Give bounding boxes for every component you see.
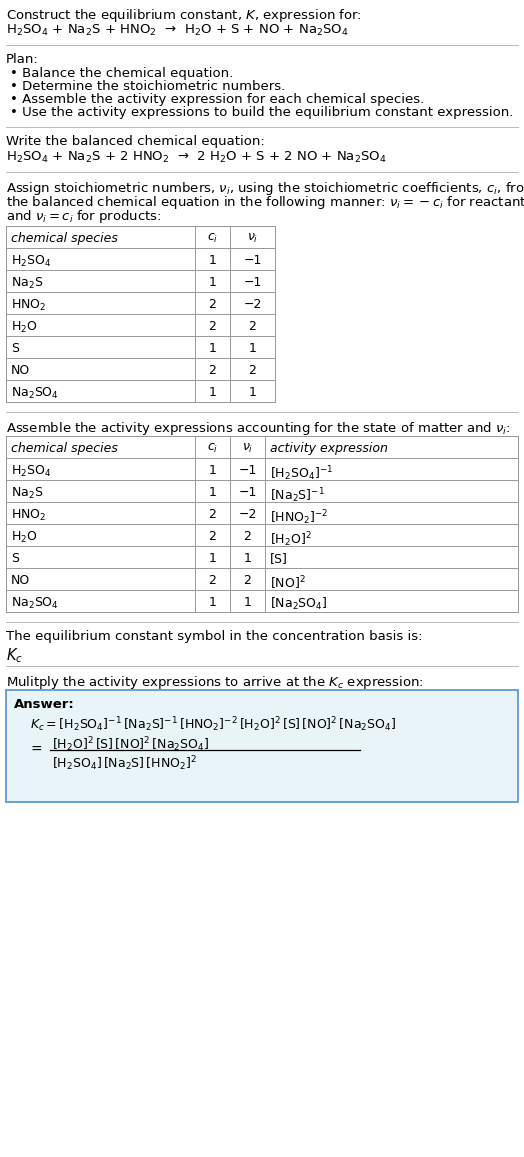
Text: the balanced chemical equation in the following manner: $\nu_i = -c_i$ for react: the balanced chemical equation in the fo… [6, 194, 524, 211]
Text: 2: 2 [209, 299, 216, 311]
Text: $\mathregular{Na_2SO_4}$: $\mathregular{Na_2SO_4}$ [11, 386, 59, 401]
Text: [S]: [S] [270, 552, 288, 565]
Text: −1: −1 [243, 277, 261, 289]
Text: $[\mathregular{Na_2S}]^{-1}$: $[\mathregular{Na_2S}]^{-1}$ [270, 486, 325, 504]
Text: activity expression: activity expression [270, 442, 388, 455]
Text: $[\mathregular{HNO_2}]^{-2}$: $[\mathregular{HNO_2}]^{-2}$ [270, 508, 329, 526]
Text: 1: 1 [209, 277, 216, 289]
Text: $\mathregular{Na_2S}$: $\mathregular{Na_2S}$ [11, 277, 43, 292]
Text: $\mathregular{H_2SO_4}$ + $\mathregular{Na_2S}$ + 2 $\mathregular{HNO_2}$  →  2 : $\mathregular{H_2SO_4}$ + $\mathregular{… [6, 150, 387, 165]
Text: $[\mathregular{Na_2SO_4}]$: $[\mathregular{Na_2SO_4}]$ [270, 596, 328, 612]
Text: −1: −1 [238, 464, 257, 477]
Text: $\mathregular{H_2O}$: $\mathregular{H_2O}$ [11, 320, 38, 336]
Text: The equilibrium constant symbol in the concentration basis is:: The equilibrium constant symbol in the c… [6, 631, 422, 643]
Text: 2: 2 [248, 320, 256, 333]
Text: NO: NO [11, 574, 30, 587]
Text: and $\nu_i = c_i$ for products:: and $\nu_i = c_i$ for products: [6, 208, 161, 224]
Text: 1: 1 [248, 342, 256, 355]
Text: 2: 2 [209, 320, 216, 333]
Text: Answer:: Answer: [14, 698, 75, 712]
Text: $c_i$: $c_i$ [207, 233, 218, 245]
Text: $\mathregular{Na_2SO_4}$: $\mathregular{Na_2SO_4}$ [11, 596, 59, 611]
Text: $\mathregular{Na_2S}$: $\mathregular{Na_2S}$ [11, 486, 43, 501]
Bar [6, 436, 518, 612]
Text: Write the balanced chemical equation:: Write the balanced chemical equation: [6, 135, 265, 148]
Text: $[\mathregular{H_2O}]^2$: $[\mathregular{H_2O}]^2$ [270, 530, 312, 548]
Text: Mulitply the activity expressions to arrive at the $K_c$ expression:: Mulitply the activity expressions to arr… [6, 675, 424, 691]
Text: $\mathregular{HNO_2}$: $\mathregular{HNO_2}$ [11, 299, 46, 314]
Text: $[\mathregular{H_2O}]^2\,[\mathregular{S}]\,[\mathregular{NO}]^2\,[\mathregular{: $[\mathregular{H_2O}]^2\,[\mathregular{S… [52, 735, 210, 753]
Text: Assign stoichiometric numbers, $\nu_i$, using the stoichiometric coefficients, $: Assign stoichiometric numbers, $\nu_i$, … [6, 180, 524, 197]
Text: $\nu_i$: $\nu_i$ [247, 233, 258, 245]
Text: • Determine the stoichiometric numbers.: • Determine the stoichiometric numbers. [10, 80, 285, 93]
Text: • Use the activity expressions to build the equilibrium constant expression.: • Use the activity expressions to build … [10, 106, 514, 119]
Text: chemical species: chemical species [11, 233, 118, 245]
Text: −1: −1 [238, 486, 257, 499]
Text: 1: 1 [209, 464, 216, 477]
FancyBboxPatch shape [6, 690, 518, 802]
Text: 2: 2 [248, 364, 256, 377]
Text: 1: 1 [209, 552, 216, 565]
Text: 1: 1 [209, 255, 216, 267]
Text: 2: 2 [209, 508, 216, 521]
Text: −1: −1 [243, 255, 261, 267]
Text: $[\mathregular{NO}]^2$: $[\mathregular{NO}]^2$ [270, 574, 305, 591]
Text: =: = [30, 743, 41, 757]
Text: 2: 2 [244, 574, 252, 587]
Text: 1: 1 [209, 596, 216, 609]
Text: 2: 2 [209, 530, 216, 543]
Text: $c_i$: $c_i$ [207, 442, 218, 455]
Text: 1: 1 [244, 596, 252, 609]
Text: 1: 1 [248, 386, 256, 399]
Text: −2: −2 [238, 508, 257, 521]
Text: 2: 2 [209, 574, 216, 587]
Text: 1: 1 [209, 386, 216, 399]
Text: $\mathregular{H_2SO_4}$: $\mathregular{H_2SO_4}$ [11, 464, 51, 479]
Text: $\mathregular{H_2SO_4}$: $\mathregular{H_2SO_4}$ [11, 255, 51, 270]
Text: $K_c$: $K_c$ [6, 646, 23, 665]
Text: 2: 2 [209, 364, 216, 377]
Text: chemical species: chemical species [11, 442, 118, 455]
Text: Construct the equilibrium constant, $K$, expression for:: Construct the equilibrium constant, $K$,… [6, 7, 362, 24]
Text: Plan:: Plan: [6, 53, 39, 66]
Text: $K_c = [\mathregular{H_2SO_4}]^{-1}\,[\mathregular{Na_2S}]^{-1}\,[\mathregular{H: $K_c = [\mathregular{H_2SO_4}]^{-1}\,[\m… [30, 715, 397, 734]
Text: $[\mathregular{H_2SO_4}]^{-1}$: $[\mathregular{H_2SO_4}]^{-1}$ [270, 464, 333, 482]
Text: $\mathregular{H_2SO_4}$ + $\mathregular{Na_2S}$ + $\mathregular{HNO_2}$  →  $\ma: $\mathregular{H_2SO_4}$ + $\mathregular{… [6, 23, 349, 38]
Text: 1: 1 [244, 552, 252, 565]
Text: 2: 2 [244, 530, 252, 543]
Text: $[\mathregular{H_2SO_4}]\,[\mathregular{Na_2S}]\,[\mathregular{HNO_2}]^2$: $[\mathregular{H_2SO_4}]\,[\mathregular{… [52, 754, 197, 773]
Text: S: S [11, 342, 19, 355]
Bar [6, 226, 275, 401]
Text: 1: 1 [209, 342, 216, 355]
Text: Assemble the activity expressions accounting for the state of matter and $\nu_i$: Assemble the activity expressions accoun… [6, 420, 511, 437]
Text: S: S [11, 552, 19, 565]
Text: −2: −2 [243, 299, 261, 311]
Text: $\nu_i$: $\nu_i$ [242, 442, 253, 455]
Text: • Assemble the activity expression for each chemical species.: • Assemble the activity expression for e… [10, 93, 424, 106]
Text: • Balance the chemical equation.: • Balance the chemical equation. [10, 67, 233, 80]
Text: 1: 1 [209, 486, 216, 499]
Text: NO: NO [11, 364, 30, 377]
Text: $\mathregular{HNO_2}$: $\mathregular{HNO_2}$ [11, 508, 46, 523]
Text: $\mathregular{H_2O}$: $\mathregular{H_2O}$ [11, 530, 38, 545]
